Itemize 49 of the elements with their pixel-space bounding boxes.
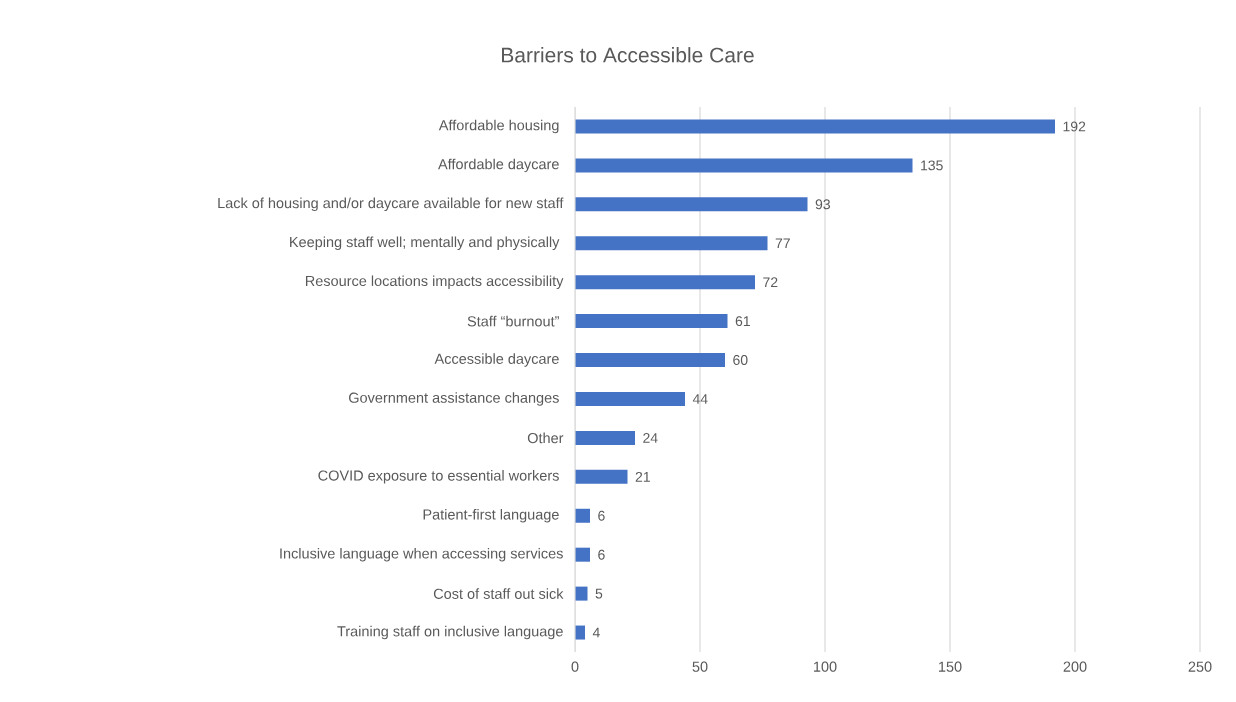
bar <box>575 469 628 484</box>
x-tick-label: 150 <box>939 661 962 672</box>
y-tick-label: Affordable daycare <box>438 158 559 173</box>
data-label: 5 <box>595 588 603 599</box>
bar <box>575 430 635 445</box>
bar <box>575 391 685 406</box>
bar <box>575 625 585 640</box>
bar <box>575 119 1056 134</box>
bar <box>575 314 728 329</box>
data-label: 77 <box>775 238 790 249</box>
data-label: 93 <box>815 199 830 210</box>
y-tick-label: Affordable housing <box>438 119 559 134</box>
y-tick-label: Training staff on inclusive language <box>337 625 563 640</box>
data-label: 4 <box>592 627 600 638</box>
x-tick-label: 200 <box>1063 661 1087 672</box>
bar <box>575 236 768 251</box>
data-label: 44 <box>692 394 708 404</box>
bar <box>575 197 808 212</box>
y-tick-label: Other <box>527 432 564 444</box>
data-label: 60 <box>733 355 748 365</box>
data-label: 61 <box>735 316 750 327</box>
bar <box>575 158 913 173</box>
y-tick-label: Accessible daycare <box>434 353 559 367</box>
y-tick-label: Keeping staff well; mentally and physically <box>290 236 560 251</box>
bar <box>575 275 755 290</box>
data-label: 72 <box>763 277 778 288</box>
data-label: 192 <box>1063 121 1086 132</box>
data-label: 21 <box>635 471 650 482</box>
data-label: 6 <box>598 510 605 521</box>
bar <box>575 586 588 601</box>
y-tick-label: Cost of staff out sick <box>433 588 564 599</box>
y-tick-label: Patient-first language <box>423 509 559 523</box>
y-tick-label: Inclusive language when accessing services <box>280 547 563 562</box>
chart-title: Barriers to Accessible Care <box>502 47 754 63</box>
data-label: 135 <box>921 160 943 171</box>
x-tick-label: 50 <box>692 661 708 672</box>
y-tick-label: Government assistance changes <box>349 392 559 406</box>
data-label: 6 <box>598 549 605 560</box>
x-tick-label: 0 <box>571 661 579 672</box>
data-label: 24 <box>643 433 658 443</box>
x-tick-label: 250 <box>1188 661 1212 672</box>
y-tick-label: Staff “burnout” <box>467 315 559 327</box>
bar <box>575 547 590 562</box>
y-tick-label: Resource locations impacts accessibility <box>305 275 564 289</box>
y-tick-label: Lack of housing and/or daycare available for new staff <box>218 197 564 212</box>
x-tick-label: 100 <box>814 661 837 672</box>
y-tick-label: COVID exposure to essential workers <box>318 470 559 484</box>
bar <box>575 508 590 523</box>
bar <box>575 353 725 368</box>
